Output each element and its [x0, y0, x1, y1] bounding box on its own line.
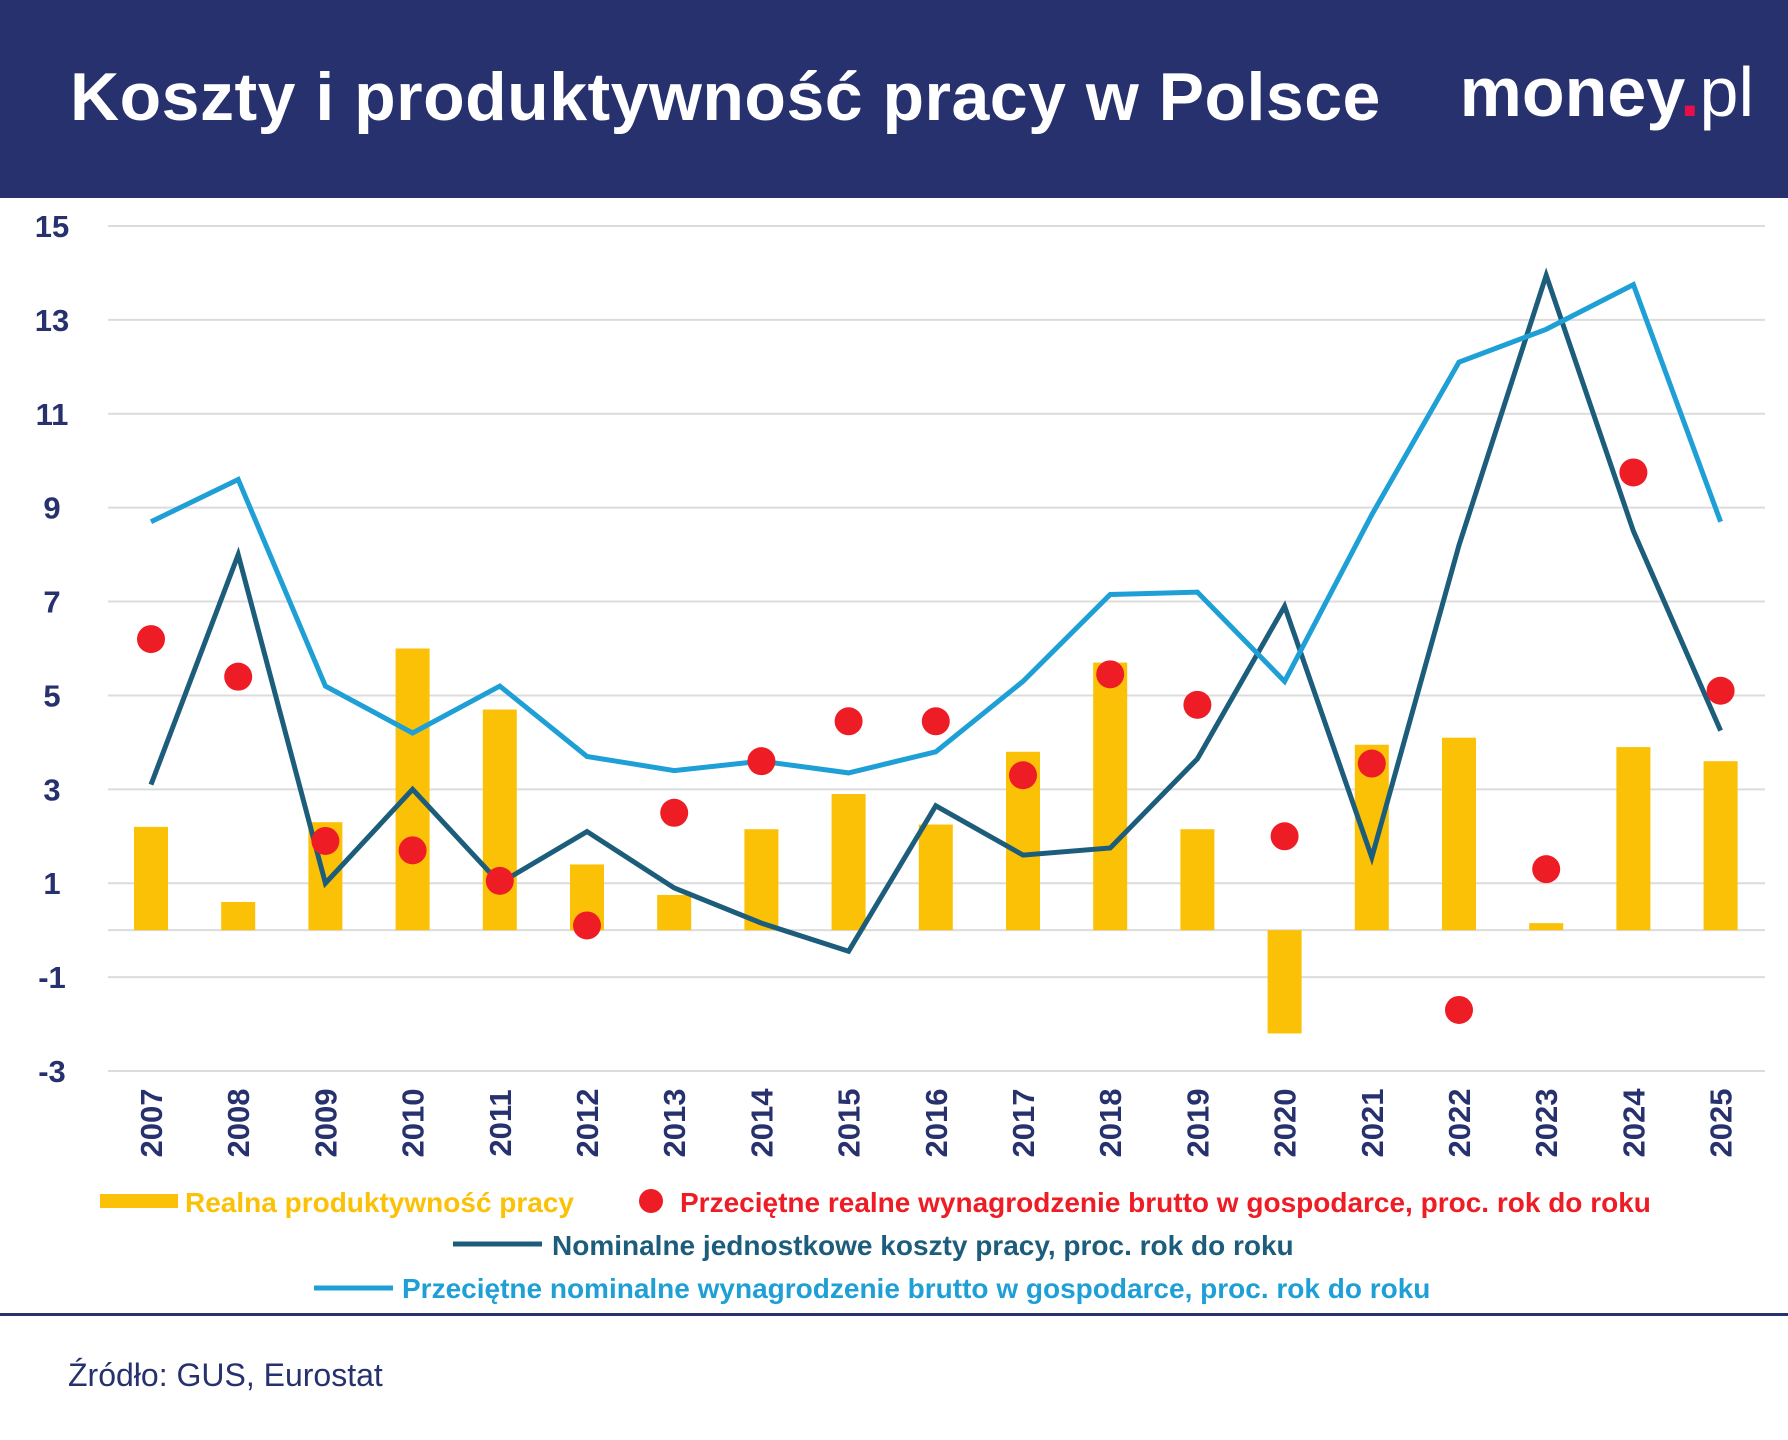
real-wage-point: [1619, 458, 1648, 487]
x-tick-label: 2022: [1442, 1089, 1477, 1158]
real-wage-point: [660, 798, 689, 827]
productivity-bar: [1703, 761, 1738, 931]
x-tick-label: 2021: [1355, 1089, 1390, 1158]
productivity-bar: [1180, 829, 1215, 931]
real-wage-point: [1183, 690, 1212, 719]
x-tick-label: 2025: [1704, 1089, 1739, 1158]
x-tick-label: 2017: [1006, 1089, 1041, 1158]
x-tick-label: 2014: [744, 1088, 779, 1158]
footer-divider: [0, 1313, 1788, 1316]
legend-label-nominal-wage: Przeciętne nominalne wynagrodzenie brutt…: [402, 1273, 1430, 1304]
logo-tld-text: pl: [1699, 53, 1754, 131]
x-tick-label: 2023: [1529, 1089, 1564, 1158]
real-wage-point: [311, 826, 340, 855]
real-wage-point: [485, 866, 514, 895]
productivity-bar: [744, 829, 779, 931]
y-tick-label: -1: [38, 960, 66, 995]
x-tick-label: 2009: [308, 1089, 343, 1158]
productivity-bar: [1616, 747, 1651, 931]
legend-label-productivity: Realna produktywność pracy: [185, 1187, 574, 1218]
productivity-bar: [1267, 930, 1302, 1034]
logo-main-text: money: [1459, 53, 1681, 131]
y-tick-label: 1: [43, 866, 60, 901]
real-wage-point: [1706, 676, 1735, 705]
real-wage-point: [834, 707, 863, 736]
x-tick-label: 2008: [221, 1089, 256, 1158]
real-wage-point: [1096, 660, 1125, 689]
x-tick-label: 2010: [396, 1089, 431, 1158]
header-banner: Koszty i produktywność pracy w Polsce mo…: [0, 0, 1788, 198]
real-wage-point: [224, 662, 253, 691]
y-tick-label: 3: [43, 772, 60, 807]
logo-dot: .: [1680, 53, 1700, 131]
productivity-bar: [482, 709, 517, 931]
x-tick-label: 2011: [483, 1089, 518, 1156]
productivity-bar: [134, 826, 168, 931]
real-wage-point: [1532, 855, 1561, 884]
y-tick-label: -3: [38, 1054, 66, 1089]
productivity-bar: [831, 794, 866, 931]
productivity-bar: [657, 894, 692, 931]
real-wage-point: [1009, 761, 1037, 790]
chart: 15 13 11 9 7 5 3 1 -1 -3 2007 2008 2009 2010 2011 2012 2…: [35, 209, 1765, 1304]
x-tick-label: 2018: [1093, 1089, 1128, 1158]
productivity-bar: [1093, 662, 1128, 931]
real-wage-point: [921, 707, 950, 736]
x-tick-label: 2020: [1268, 1089, 1303, 1158]
y-tick-label: 15: [35, 209, 69, 244]
productivity-bar: [918, 824, 953, 931]
real-wage-point: [747, 747, 776, 776]
source-note: Źródło: GUS, Eurostat: [68, 1357, 383, 1393]
real-wage-point: [573, 911, 601, 940]
x-tick-label: 2013: [657, 1089, 692, 1158]
real-wage-point: [398, 836, 427, 865]
y-tick-label: 5: [43, 678, 60, 713]
y-tick-label: 9: [43, 491, 60, 526]
unit-labour-cost-line: [148, 267, 1723, 955]
nominal-wage-line: [149, 281, 1723, 776]
x-tick-label: 2015: [832, 1089, 867, 1158]
x-tick-label: 2024: [1616, 1088, 1651, 1158]
real-wage-point: [1270, 822, 1299, 851]
y-tick-label: 11: [36, 397, 69, 432]
x-tick-label: 2012: [570, 1089, 605, 1158]
x-tick-label: 2016: [919, 1089, 954, 1158]
productivity-bar: [1529, 923, 1564, 931]
productivity-bar: [221, 902, 256, 931]
x-tick-label: 2019: [1180, 1089, 1215, 1158]
legend-label-real-wage: Przeciętne realne wynagrodzenie brutto w…: [680, 1187, 1651, 1218]
real-wage-point: [1357, 749, 1386, 778]
real-wage-point: [1445, 995, 1473, 1024]
y-tick-label: 13: [35, 303, 69, 338]
page-title: Koszty i produktywność pracy w Polsce: [70, 59, 1381, 135]
productivity-bar: [1442, 737, 1476, 931]
brand-logo[interactable]: money.pl: [1460, 52, 1754, 132]
real-wage-point: [137, 625, 165, 654]
y-tick-label: 7: [43, 585, 60, 620]
legend-swatch-real-wage: [639, 1189, 663, 1213]
legend-label-unit-labour-cost: Nominalne jednostkowe koszty pracy, proc…: [552, 1230, 1294, 1261]
legend-swatch-productivity: [100, 1194, 178, 1208]
x-tick-label: 2007: [134, 1089, 169, 1158]
